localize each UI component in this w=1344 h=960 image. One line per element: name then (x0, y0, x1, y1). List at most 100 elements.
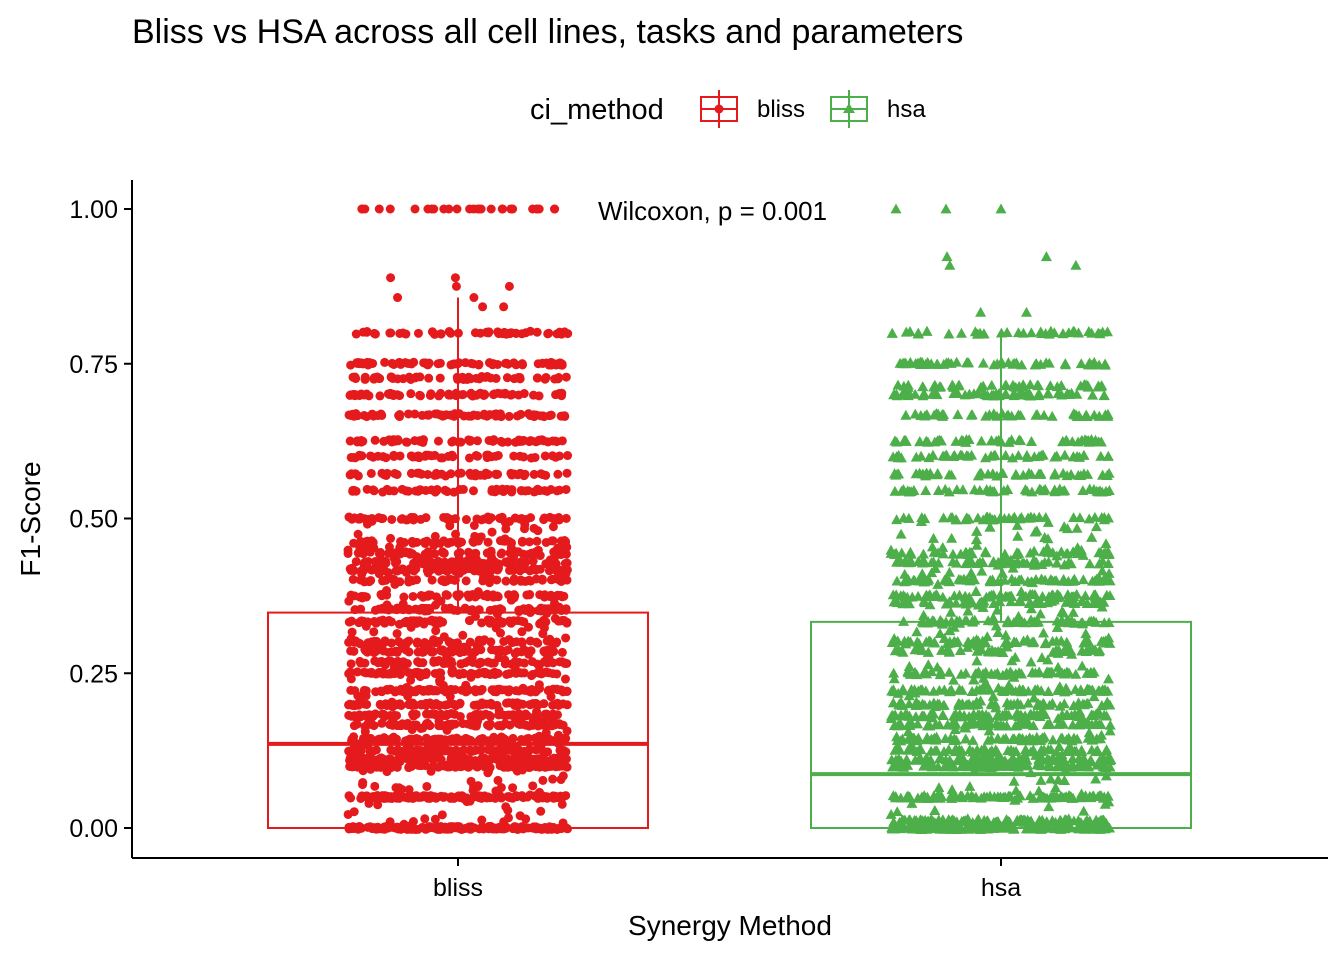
data-point (912, 718, 924, 729)
data-point (391, 783, 401, 793)
data-point (368, 358, 378, 368)
data-point (562, 726, 572, 736)
data-point (384, 390, 394, 400)
data-point (1001, 697, 1013, 708)
data-point (935, 666, 947, 677)
data-point (346, 590, 356, 600)
data-point (920, 591, 932, 602)
data-point (367, 410, 377, 420)
data-point (1104, 575, 1116, 586)
data-point (460, 358, 470, 368)
data-point (392, 603, 402, 613)
data-point (401, 329, 411, 339)
data-point (509, 761, 519, 771)
data-point (921, 752, 933, 763)
data-point (548, 522, 558, 532)
data-point (348, 486, 358, 496)
data-point (375, 824, 385, 834)
data-point (890, 469, 902, 480)
data-point (356, 389, 366, 399)
data-point (1065, 469, 1077, 479)
data-point (357, 547, 367, 557)
data-point (348, 574, 358, 584)
data-point (1045, 325, 1057, 336)
data-point (509, 451, 519, 461)
data-point (1099, 359, 1111, 370)
data-point (546, 485, 556, 495)
data-point (984, 521, 996, 532)
data-point (1027, 617, 1039, 628)
data-point (405, 549, 415, 559)
data-point (992, 682, 1004, 693)
data-point (460, 734, 470, 744)
data-point (888, 596, 900, 607)
data-point (445, 558, 455, 568)
data-point (983, 725, 995, 736)
data-point (516, 409, 526, 419)
data-point (898, 685, 910, 696)
data-point (552, 637, 562, 647)
data-point (384, 605, 394, 615)
data-point (1054, 700, 1066, 711)
data-point (419, 358, 429, 368)
data-point (467, 652, 477, 662)
data-point (379, 470, 389, 480)
data-point (493, 775, 503, 785)
data-point (906, 797, 918, 808)
data-point (466, 824, 476, 834)
data-point (922, 720, 934, 731)
y-tick-label: 0.50 (69, 506, 118, 534)
data-point (1081, 598, 1093, 608)
data-point (401, 645, 411, 655)
data-point (440, 700, 450, 710)
data-point (447, 647, 457, 657)
data-point (466, 374, 476, 384)
data-point (357, 791, 367, 801)
data-point (349, 538, 359, 548)
data-point (408, 591, 418, 601)
data-point (545, 411, 555, 421)
data-point (378, 487, 388, 497)
data-point (1012, 530, 1024, 541)
data-point (1023, 598, 1035, 608)
data-point (885, 808, 897, 819)
data-point (1017, 713, 1029, 723)
data-point (1038, 627, 1050, 638)
data-point (535, 605, 545, 615)
data-point (951, 557, 963, 568)
data-point (979, 546, 991, 557)
data-point (443, 451, 453, 461)
data-point (516, 753, 526, 763)
data-point (961, 450, 973, 461)
data-point (1075, 358, 1087, 369)
data-point (909, 408, 921, 419)
data-point (404, 668, 414, 678)
data-point (1082, 359, 1094, 370)
data-point (1009, 616, 1021, 627)
data-point (989, 668, 1001, 679)
data-point (982, 734, 994, 745)
data-point (527, 657, 537, 667)
data-point (538, 629, 548, 639)
data-point (404, 762, 414, 772)
data-point (990, 702, 1002, 713)
chart-title: Bliss vs HSA across all cell lines, task… (132, 13, 963, 51)
data-point (525, 700, 535, 710)
data-point (1035, 774, 1047, 785)
data-point (955, 668, 967, 679)
data-point (392, 629, 402, 639)
data-point (1072, 542, 1084, 553)
data-point (943, 566, 955, 577)
data-point (1005, 755, 1017, 766)
data-point (416, 514, 426, 524)
data-point (934, 628, 946, 638)
data-point (448, 436, 458, 446)
data-point (376, 754, 386, 764)
data-point (427, 615, 437, 625)
data-point (422, 565, 432, 575)
data-point (369, 647, 379, 657)
data-point (526, 576, 536, 586)
data-point (959, 615, 971, 626)
data-point (396, 701, 406, 711)
data-point (889, 645, 901, 656)
